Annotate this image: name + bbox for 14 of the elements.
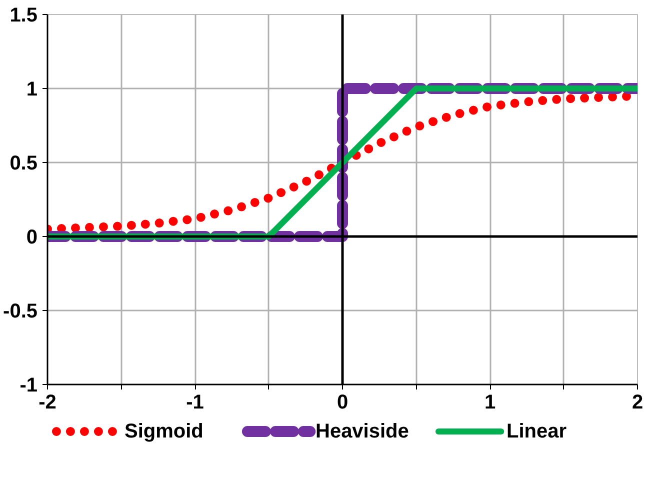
x-tick-label: -1 xyxy=(186,392,204,414)
x-tick-label: -2 xyxy=(38,392,56,414)
y-tick-label: 1 xyxy=(26,78,38,100)
x-tick-label: 2 xyxy=(632,392,644,414)
y-tick-label: 0 xyxy=(26,226,38,248)
y-tick-label: -0.5 xyxy=(3,300,38,322)
legend-label: Heaviside xyxy=(315,420,409,442)
x-tick-label: 1 xyxy=(484,392,496,414)
y-tick-label: -1 xyxy=(20,374,38,396)
x-tick-label: 0 xyxy=(336,392,348,414)
legend-label: Linear xyxy=(506,420,567,442)
legend-label: Sigmoid xyxy=(124,420,204,442)
y-tick-label: 1.5 xyxy=(10,4,38,26)
y-tick-label: 0.5 xyxy=(10,152,38,174)
